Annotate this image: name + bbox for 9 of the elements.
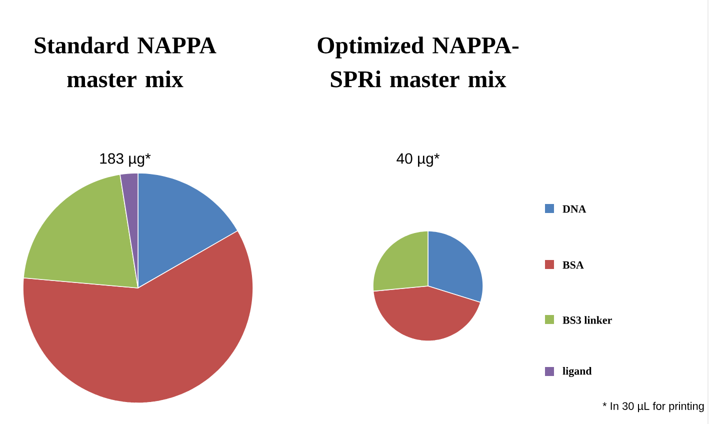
text: * In 30 µL for printing [602,402,704,412]
chart-subtitle: 183 µg* [100,153,151,167]
chart-subtitle: 40 µg* [396,153,440,167]
legend-label: DNA [562,205,586,213]
chart-title: Standard NAPPA master mix [34,36,216,88]
chart-title: Optimized NAPPA-SPRi master mix [318,36,519,88]
legend-label: ligand [562,367,592,378]
legend-label: BS3 linker [562,316,612,324]
legend-label: BSA [562,261,584,269]
